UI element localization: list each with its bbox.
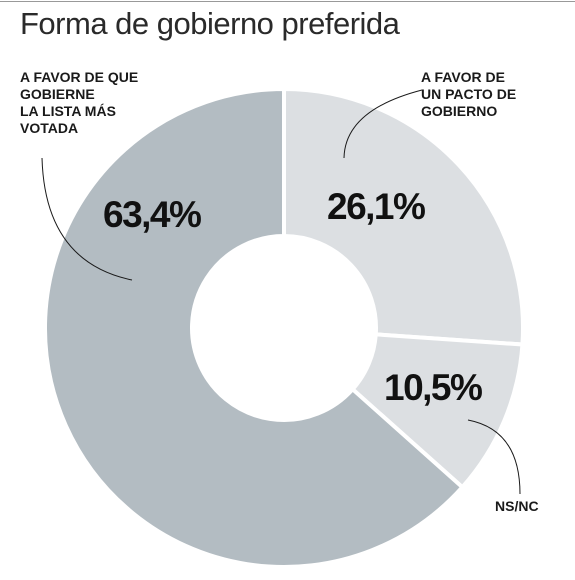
callout-line: A FAVOR DE QUE xyxy=(20,69,138,85)
data-label-pacto: 26,1% xyxy=(327,186,425,227)
leader-line-pacto xyxy=(343,89,423,159)
callout-line: LA LISTA MÁS xyxy=(20,103,116,119)
leader-line-nsnc xyxy=(467,419,521,495)
slice-pacto xyxy=(282,86,525,347)
slice-nsnc xyxy=(349,332,525,491)
callout-line: VOTADA xyxy=(20,120,78,136)
leader-line-lista xyxy=(41,157,133,281)
callout-label-lista: A FAVOR DE QUE GOBIERNE LA LISTA MÁS VOT… xyxy=(20,69,142,136)
callout-line: GOBIERNO xyxy=(421,103,497,119)
slice-lista xyxy=(43,86,466,569)
data-label-lista: 63,4% xyxy=(103,194,201,235)
callout-label-pacto: A FAVOR DE UN PACTO DE GOBIERNO xyxy=(421,69,520,119)
top-rule xyxy=(0,1,575,2)
callout-line: UN PACTO DE xyxy=(421,86,516,102)
callout-line: A FAVOR DE xyxy=(421,69,505,85)
chart-title: Forma de gobierno preferida xyxy=(20,6,400,41)
callout-label-nsnc: NS/NC xyxy=(495,498,539,514)
callout-line: GOBIERNE xyxy=(20,86,95,102)
data-label-nsnc: 10,5% xyxy=(384,367,482,408)
slices-group xyxy=(43,86,525,569)
